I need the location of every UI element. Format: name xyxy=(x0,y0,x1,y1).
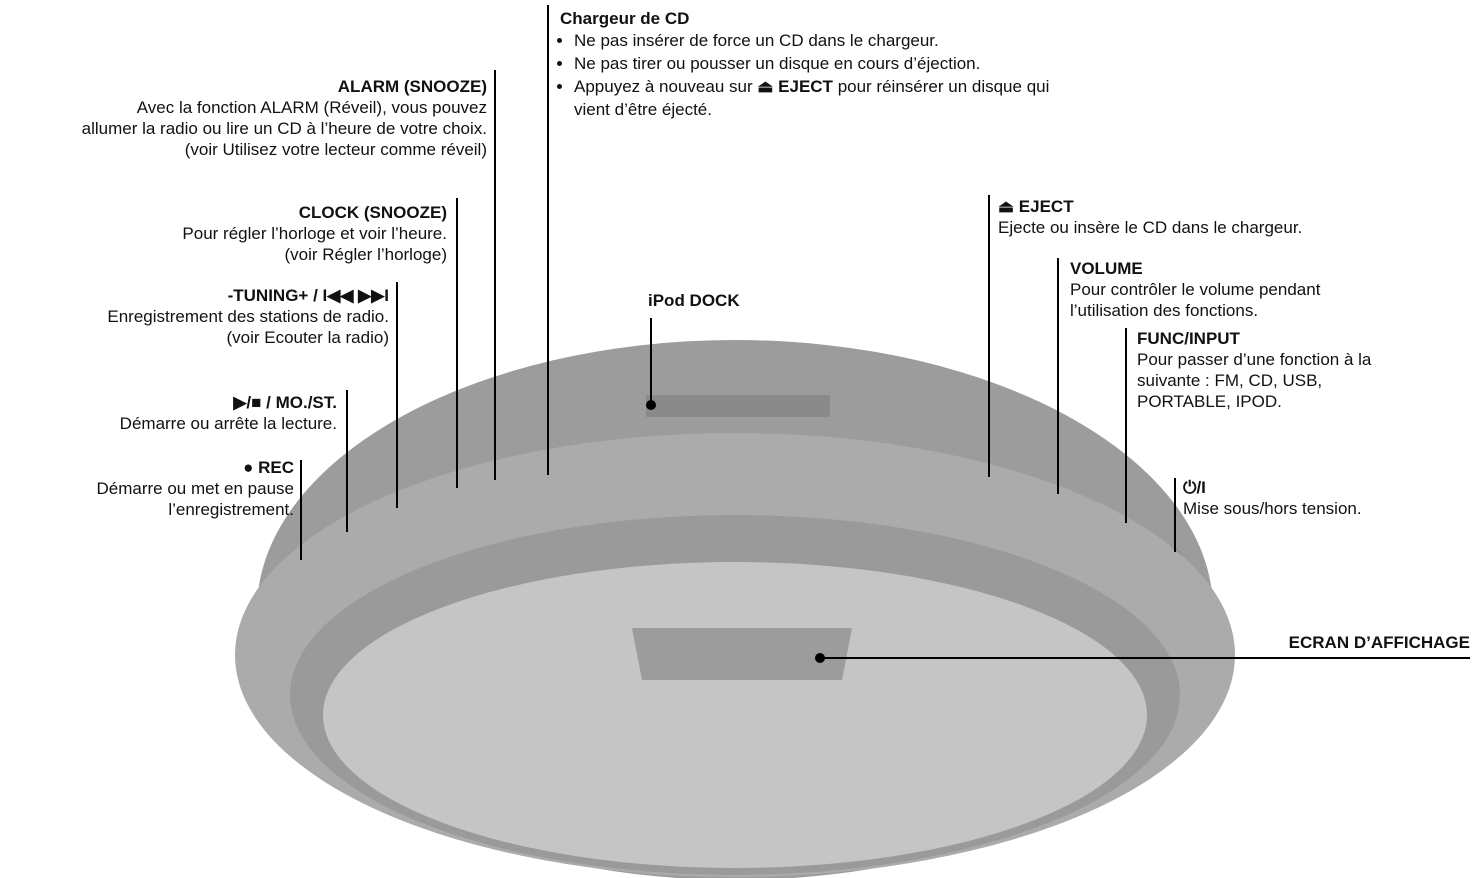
callout-text: suivante : FM, CD, USB, xyxy=(1137,370,1371,391)
callout-text: Pour passer d’une fonction à la xyxy=(1137,349,1371,370)
callout-title: ▶/■ / MO./ST. xyxy=(120,392,337,413)
callout-text: (voir Utilisez votre lecteur comme révei… xyxy=(82,139,487,160)
bullet-strong: ⏏ EJECT xyxy=(757,77,833,96)
ipod-dock xyxy=(646,395,830,417)
bullet: Appuyez à nouveau sur ⏏ EJECT pour réins… xyxy=(574,75,1049,121)
callout-text: l’enregistrement. xyxy=(97,499,295,520)
leader-dot xyxy=(816,654,824,662)
callout-text: Ejecte ou insère le CD dans le chargeur. xyxy=(998,217,1302,238)
callout: ▶/■ / MO./ST.Démarre ou arrête la lectur… xyxy=(120,392,337,434)
callout-text: Avec la fonction ALARM (Réveil), vous po… xyxy=(82,97,487,118)
cd-loader-callout: Chargeur de CDNe pas insérer de force un… xyxy=(560,8,1049,121)
callout-text: Mise sous/hors tension. xyxy=(1183,498,1362,519)
bullet: Ne pas tirer ou pousser un disque en cou… xyxy=(574,52,1049,75)
callout: ECRAN D’AFFICHAGE xyxy=(1289,632,1470,653)
callout-title: VOLUME xyxy=(1070,258,1320,279)
callout-text: Pour contrôler le volume pendant xyxy=(1070,279,1320,300)
callout-title: iPod DOCK xyxy=(648,290,740,311)
callout-text: Démarre ou arrête la lecture. xyxy=(120,413,337,434)
callout-text: (voir Ecouter la radio) xyxy=(107,327,389,348)
bullet-list: Ne pas insérer de force un CD dans le ch… xyxy=(560,29,1049,121)
bullet-text: Appuyez à nouveau sur xyxy=(574,77,753,96)
callout-text: (voir Régler l’horloge) xyxy=(182,244,447,265)
callout-title: ⏏ EJECT xyxy=(998,196,1302,217)
callout-title: ALARM (SNOOZE) xyxy=(82,76,487,97)
leader-dot xyxy=(647,401,655,409)
callout-title: ECRAN D’AFFICHAGE xyxy=(1289,632,1470,653)
bullet-text: pour réinsérer un disque qui xyxy=(838,77,1050,96)
callout-text: Démarre ou met en pause xyxy=(97,478,295,499)
callout-text: Enregistrement des stations de radio. xyxy=(107,306,389,327)
callout-text: l’utilisation des fonctions. xyxy=(1070,300,1320,321)
callout-text: allumer la radio ou lire un CD à l’heure… xyxy=(82,118,487,139)
callout-text: Pour régler l’horloge et voir l’heure. xyxy=(182,223,447,244)
callout-title: CLOCK (SNOOZE) xyxy=(182,202,447,223)
callout-title: ⏻/I xyxy=(1183,477,1362,498)
bullet: Ne pas insérer de force un CD dans le ch… xyxy=(574,29,1049,52)
callout-text: PORTABLE, IPOD. xyxy=(1137,391,1371,412)
bullet-text: vient d’être éjecté. xyxy=(574,100,712,119)
inner-disc xyxy=(323,562,1147,868)
page: Chargeur de CDNe pas insérer de force un… xyxy=(0,0,1473,878)
callout-title: Chargeur de CD xyxy=(560,8,1049,29)
callout-title: ● REC xyxy=(97,457,295,478)
callout: CLOCK (SNOOZE)Pour régler l’horloge et v… xyxy=(182,202,447,265)
callout-title: FUNC/INPUT xyxy=(1137,328,1371,349)
callout: ALARM (SNOOZE)Avec la fonction ALARM (Ré… xyxy=(82,76,487,160)
callout-title: -TUNING+ / I◀◀ ▶▶I xyxy=(107,285,389,306)
callout: iPod DOCK xyxy=(648,290,740,311)
